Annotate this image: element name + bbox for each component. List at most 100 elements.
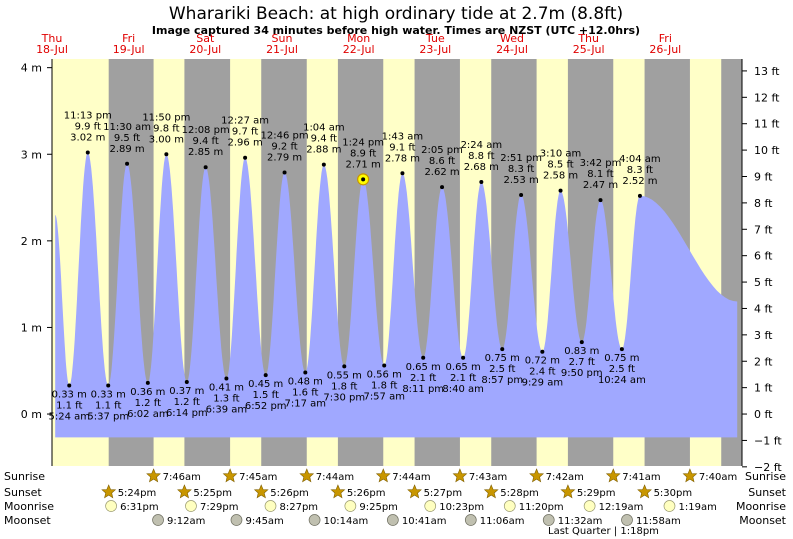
high-tide-metres: 2.89 m xyxy=(109,144,144,155)
high-tide-point xyxy=(125,161,130,166)
sunrise-time: 7:40am xyxy=(699,472,737,483)
moonset-moon-icon xyxy=(542,514,555,526)
day-date-label: 25-Jul xyxy=(573,43,605,56)
low-tide-point xyxy=(540,349,545,354)
row-label-left: Moonrise xyxy=(4,500,54,513)
chart-subtitle: Image captured 34 minutes before high wa… xyxy=(152,24,640,37)
low-tide-point xyxy=(619,347,624,352)
moonrise-moon-icon xyxy=(264,500,277,512)
high-tide-point xyxy=(243,155,248,160)
high-tide-point xyxy=(637,193,642,198)
high-tide-time: 1:43 am xyxy=(382,131,424,142)
sun-star-icon xyxy=(452,468,468,483)
moonset-moon-icon xyxy=(464,514,477,526)
sunrise-time: 7:46am xyxy=(163,472,201,483)
low-tide-point xyxy=(421,355,426,360)
low-tide-metres: 0.72 m xyxy=(525,356,560,367)
sun-star-icon xyxy=(682,468,698,483)
low-tide-point xyxy=(579,340,584,345)
chart-title: Wharariki Beach: at high ordinary tide a… xyxy=(169,4,623,24)
moonset-time: 11:58am xyxy=(636,516,681,527)
high-tide-time: 3:42 pm xyxy=(580,158,622,169)
day-name-label: Sun xyxy=(272,32,293,45)
sunset-time: 5:30pm xyxy=(654,488,693,499)
high-tide-point xyxy=(282,170,287,175)
sunset-time: 5:26pm xyxy=(270,488,309,499)
low-tide-metres: 0.45 m xyxy=(248,379,283,390)
high-tide-feet: 8.6 ft xyxy=(429,156,455,167)
right-tick-label: 13 ft xyxy=(754,65,780,78)
high-tide-point xyxy=(558,188,563,193)
low-tide-feet: 1.2 ft xyxy=(135,398,161,409)
left-tick-label: 2 m xyxy=(21,235,42,248)
sun-star-icon xyxy=(222,468,238,483)
high-tide-time: 12:08 pm xyxy=(182,125,230,136)
sunrise-time: 7:45am xyxy=(239,472,277,483)
low-tide-time: 5:24 am xyxy=(48,411,90,422)
right-tick-label: −1 ft xyxy=(754,434,782,447)
high-tide-point xyxy=(519,192,524,197)
low-tide-metres: 0.33 m xyxy=(91,389,126,400)
low-tide-metres: 0.75 m xyxy=(604,353,639,364)
day-name-label: Mon xyxy=(347,32,370,45)
low-tide-metres: 0.48 m xyxy=(288,376,323,387)
moonrise-time: 6:31pm xyxy=(120,502,159,513)
right-tick-label: 6 ft xyxy=(754,250,773,263)
sunset-time: 5:29pm xyxy=(577,488,616,499)
low-tide-point xyxy=(106,383,111,388)
day-name-label: Thu xyxy=(577,32,599,45)
high-tide-metres: 2.47 m xyxy=(583,180,618,191)
moonset-time: 11:32am xyxy=(558,516,603,527)
right-tick-label: 12 ft xyxy=(754,91,780,104)
low-tide-point xyxy=(184,380,189,385)
moonrise-moon-icon xyxy=(185,500,197,512)
low-tide-point xyxy=(224,376,229,381)
low-tide-feet: 1.6 ft xyxy=(292,387,318,398)
moonrise-time: 12:19am xyxy=(599,502,644,513)
low-tide-time: 8:40 am xyxy=(442,384,484,395)
high-tide-feet: 9.4 ft xyxy=(192,136,218,147)
high-tide-feet: 9.5 ft xyxy=(114,133,140,144)
low-tide-time: 10:24 am xyxy=(598,375,646,386)
moonrise-moon-icon xyxy=(424,500,437,512)
day-date-label: 20-Jul xyxy=(189,43,221,56)
high-tide-metres: 2.85 m xyxy=(188,147,223,158)
high-tide-feet: 8.5 ft xyxy=(547,160,573,171)
row-label-right: Sunrise xyxy=(745,470,786,483)
low-tide-feet: 2.5 ft xyxy=(489,364,515,375)
left-tick-label: 3 m xyxy=(21,148,42,161)
low-tide-time: 6:39 am xyxy=(206,405,248,416)
moonset-time: 9:45am xyxy=(245,516,283,527)
low-tide-point xyxy=(263,373,268,378)
right-tick-label: −2 ft xyxy=(754,461,782,474)
right-tick-label: 9 ft xyxy=(754,170,773,183)
moonset-time: 11:06am xyxy=(480,516,525,527)
high-tide-time: 3:10 am xyxy=(540,149,582,160)
high-tide-time: 11:13 pm xyxy=(64,111,112,122)
tide-labels: 0.33 m 1.1 ft5:24 am 11:13 pm9.9 ft3.02 m 0… xyxy=(48,111,660,423)
high-tide-feet: 9.1 ft xyxy=(389,142,415,153)
low-tide-metres: 0.65 m xyxy=(446,362,481,373)
high-tide-feet: 8.9 ft xyxy=(350,148,376,159)
sun-star-icon xyxy=(407,484,422,499)
right-tick-label: 4 ft xyxy=(754,302,773,315)
high-tide-metres: 2.52 m xyxy=(622,176,657,187)
moonset-time: 10:41am xyxy=(402,516,447,527)
high-tide-feet: 8.1 ft xyxy=(587,169,613,180)
high-tide-point xyxy=(85,150,90,155)
low-tide-point xyxy=(67,383,72,388)
high-tide-point xyxy=(321,162,326,167)
low-tide-feet: 1.1 ft xyxy=(56,400,82,411)
sun-star-icon xyxy=(177,484,192,499)
row-label-right: Moonset xyxy=(739,514,786,527)
low-tide-time: 9:50 pm xyxy=(561,368,603,379)
sun-star-icon xyxy=(560,484,576,499)
high-tide-metres: 3.02 m xyxy=(70,133,105,144)
low-tide-time: 7:17 am xyxy=(285,398,327,409)
low-tide-time: 8:57 pm xyxy=(481,375,523,386)
low-tide-point xyxy=(461,355,466,360)
high-tide-feet: 9.9 ft xyxy=(75,122,101,133)
day-labels: Thu18-JulFri19-JulSat20-JulSun21-JulMon2… xyxy=(36,32,681,56)
high-tide-feet: 9.2 ft xyxy=(271,141,297,152)
